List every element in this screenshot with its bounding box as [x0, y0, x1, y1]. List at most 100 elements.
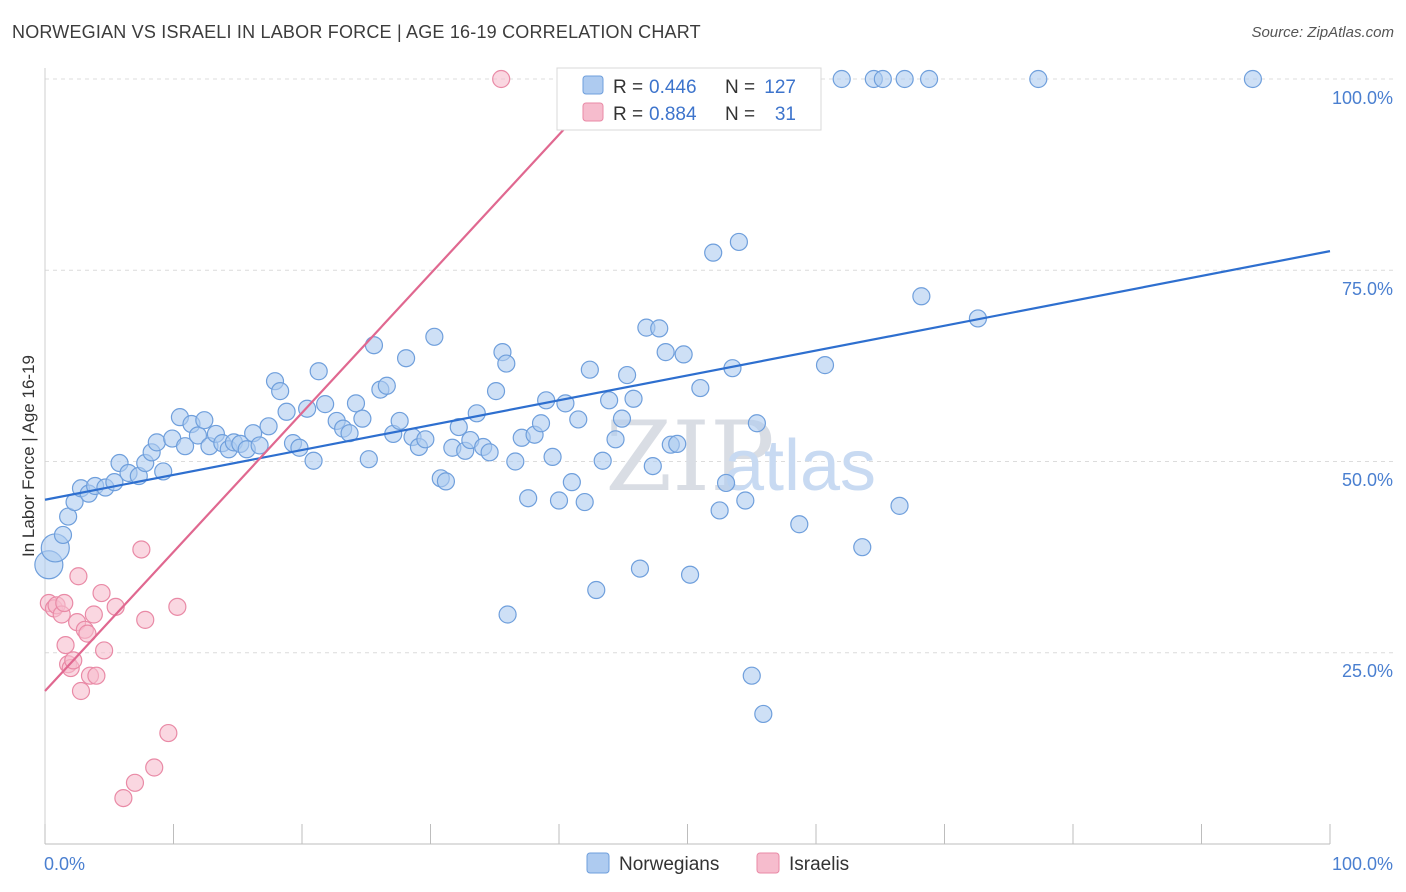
norwegian-point-111: [832, 69, 851, 89]
legend-r-value-1: 0.446: [649, 77, 697, 98]
norwegian-point-35: [277, 402, 296, 421]
norwegian-point-88: [618, 365, 637, 385]
legend-swatch-norwegians: [582, 75, 604, 95]
norwegian-point-66: [480, 443, 499, 462]
norwegian-point-110: [815, 356, 835, 375]
legend-swatch-israelis: [582, 102, 604, 122]
israeli-trend-line: [44, 106, 586, 692]
trend-layer: [44, 78, 1331, 692]
bottom-legend-swatch-norwegians: [586, 852, 610, 874]
norwegian-point-97: [674, 345, 693, 364]
israeli-point-21: [125, 773, 145, 792]
norwegian-point-104: [729, 232, 749, 252]
norwegian-point-83: [587, 580, 606, 600]
norwegian-point-15: [147, 433, 166, 452]
norwegian-point-101: [710, 501, 729, 520]
norwegian-point-19: [175, 437, 195, 456]
y-tick-label-25: 25.0%: [1342, 661, 1393, 681]
norwegian-point-47: [359, 450, 378, 469]
legend-n-label-2: N =: [725, 104, 755, 125]
norwegian-point-69: [497, 354, 516, 373]
norwegian-point-115: [890, 496, 909, 515]
norwegian-point-89: [624, 389, 643, 408]
bottom-legend-swatch-israelis: [756, 852, 780, 874]
norwegian-point-81: [575, 492, 594, 512]
israeli-point-27: [492, 69, 511, 89]
norwegian-point-80: [569, 410, 588, 429]
norwegian-point-116: [895, 69, 914, 89]
israeli-point-11: [71, 681, 91, 701]
norwegian-point-100: [704, 243, 723, 262]
norwegian-point-79: [562, 473, 581, 492]
norwegian-point-114: [873, 69, 892, 89]
norwegian-point-90: [630, 559, 650, 578]
israeli-point-5: [56, 635, 75, 655]
norwegian-point-53: [396, 349, 416, 368]
norwegian-point-105: [736, 491, 755, 510]
norwegian-point-118: [919, 69, 939, 89]
bottom-legend-label-israelis: Israelis: [789, 854, 849, 875]
legend-r-label-1: R =: [613, 77, 643, 98]
norwegian-point-50: [377, 376, 396, 395]
norwegian-point-86: [606, 430, 625, 449]
norwegian-point-109: [790, 515, 809, 534]
norwegian-point-32: [259, 417, 278, 436]
israeli-point-24: [145, 758, 164, 777]
x-tick-label-max: 100.0%: [1332, 854, 1393, 874]
norwegian-point-31: [250, 436, 269, 455]
norwegian-point-117: [912, 287, 931, 306]
norwegian-point-85: [600, 391, 619, 410]
norwegian-point-106: [742, 666, 761, 685]
stats-legend: R = 0.446 N = 127 R = 0.884 N = 31: [556, 67, 822, 131]
norwegian-point-84: [593, 451, 612, 470]
norwegian-point-52: [390, 411, 409, 431]
norwegian-point-56: [416, 430, 435, 449]
norwegian-point-64: [467, 404, 486, 423]
norwegian-point-107: [747, 414, 766, 433]
norwegian-point-120: [1029, 69, 1048, 89]
israeli-point-20: [114, 788, 133, 808]
israeli-point-16: [87, 666, 106, 685]
norwegian-point-82: [580, 360, 599, 379]
legend-n-value-1: 127: [764, 77, 796, 98]
norwegian-point-41: [316, 395, 335, 414]
norwegian-points: [34, 69, 1263, 724]
y-tick-label-75: 75.0%: [1342, 279, 1393, 299]
norwegian-point-122: [498, 605, 517, 624]
y-tick-label-50: 50.0%: [1342, 470, 1393, 490]
norwegian-point-48: [364, 336, 384, 355]
legend-r-label-2: R =: [613, 104, 643, 125]
norwegian-point-39: [304, 451, 323, 470]
israeli-point-4: [55, 593, 74, 613]
y-tick-label-100: 100.0%: [1332, 88, 1393, 108]
legend-n-label-1: N =: [725, 77, 755, 98]
grid-layer: [45, 78, 1393, 654]
norwegian-point-108: [754, 704, 773, 724]
norwegian-point-92: [643, 456, 662, 476]
norwegian-point-112: [853, 538, 872, 557]
bottom-legend-label-norwegians: Norwegians: [619, 854, 719, 875]
norwegian-point-2: [53, 525, 73, 545]
axis-layer: [44, 68, 1331, 845]
norwegian-point-76: [543, 447, 562, 467]
israeli-point-25: [159, 723, 178, 743]
norwegian-point-96: [668, 434, 687, 454]
israeli-point-18: [95, 641, 114, 660]
israeli-point-22: [132, 540, 151, 559]
israeli-point-10: [69, 567, 88, 586]
norwegian-point-21: [188, 426, 208, 445]
norwegian-point-40: [309, 362, 328, 381]
norwegian-point-121: [1243, 69, 1263, 89]
norwegian-point-98: [680, 565, 700, 584]
norwegian-point-67: [486, 382, 506, 401]
chart-title: NORWEGIAN VS ISRAELI IN LABOR FORCE | AG…: [12, 22, 701, 42]
israeli-point-26: [168, 597, 187, 616]
norwegian-point-57: [425, 327, 444, 346]
norwegian-point-22: [195, 411, 214, 430]
legend-r-value-2: 0.884: [649, 104, 697, 125]
norwegian-point-45: [346, 394, 366, 413]
norwegian-point-70: [506, 452, 525, 471]
israeli-point-17: [92, 583, 111, 603]
israeli-points: [39, 69, 633, 808]
